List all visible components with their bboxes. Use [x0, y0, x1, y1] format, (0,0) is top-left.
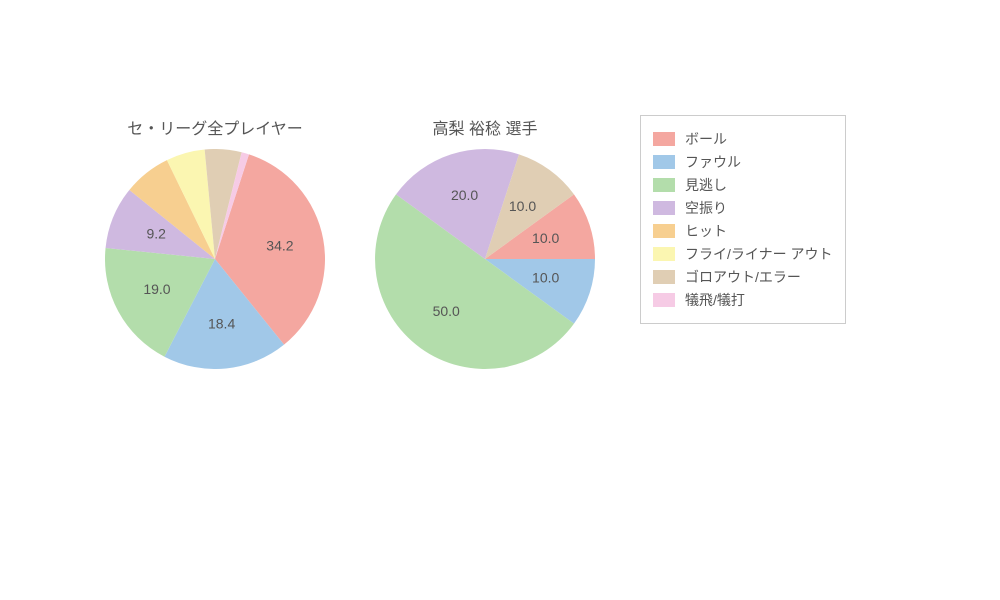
- legend-swatch: [653, 201, 675, 215]
- legend-label: 犠飛/犠打: [685, 290, 745, 310]
- legend-item: フライ/ライナー アウト: [653, 244, 833, 264]
- legend-label: フライ/ライナー アウト: [685, 244, 833, 264]
- legend-label: ゴロアウト/エラー: [685, 267, 801, 287]
- legend-item: ファウル: [653, 152, 833, 172]
- legend-swatch: [653, 247, 675, 261]
- legend-swatch: [653, 224, 675, 238]
- legend: ボールファウル見逃し空振りヒットフライ/ライナー アウトゴロアウト/エラー犠飛/…: [640, 115, 846, 324]
- legend-label: ヒット: [685, 221, 727, 241]
- pie-chart-1: 高梨 裕稔 選手 10.0 10.0 50.0 20.0 10.0: [375, 115, 595, 369]
- legend-swatch: [653, 155, 675, 169]
- pie-slice-label: 10.0: [532, 269, 559, 285]
- legend-label: ファウル: [685, 152, 741, 172]
- pie-slice-label: 20.0: [451, 187, 478, 203]
- pie-title: 高梨 裕稔 選手: [375, 115, 595, 139]
- pie-slice-label: 10.0: [532, 230, 559, 246]
- pie-slice-label: 9.2: [146, 226, 166, 242]
- legend-item: 犠飛/犠打: [653, 290, 833, 310]
- pie-svg: 10.0 10.0 50.0 20.0 10.0: [375, 149, 595, 369]
- pie-slice-label: 50.0: [433, 303, 460, 319]
- pie-title: セ・リーグ全プレイヤー: [105, 115, 325, 139]
- pie-slice-label: 18.4: [208, 315, 235, 331]
- pie-slice-label: 19.0: [143, 281, 170, 297]
- legend-item: ボール: [653, 129, 833, 149]
- legend-item: 見逃し: [653, 175, 833, 195]
- pie-slice-label: 10.0: [509, 198, 536, 214]
- legend-swatch: [653, 132, 675, 146]
- pie-svg: 34.2 18.4 19.0 9.2: [105, 149, 325, 369]
- pie-slice-label: 34.2: [266, 238, 293, 254]
- legend-swatch: [653, 270, 675, 284]
- legend-item: 空振り: [653, 198, 833, 218]
- legend-swatch: [653, 293, 675, 307]
- legend-item: ヒット: [653, 221, 833, 241]
- legend-item: ゴロアウト/エラー: [653, 267, 833, 287]
- legend-label: 見逃し: [685, 175, 727, 195]
- legend-label: 空振り: [685, 198, 727, 218]
- legend-swatch: [653, 178, 675, 192]
- pie-chart-0: セ・リーグ全プレイヤー 34.2 18.4 19.0 9.2: [105, 115, 325, 369]
- legend-label: ボール: [685, 129, 727, 149]
- chart-container: セ・リーグ全プレイヤー34.218.419.09.2高梨 裕稔 選手10.010…: [0, 0, 1000, 600]
